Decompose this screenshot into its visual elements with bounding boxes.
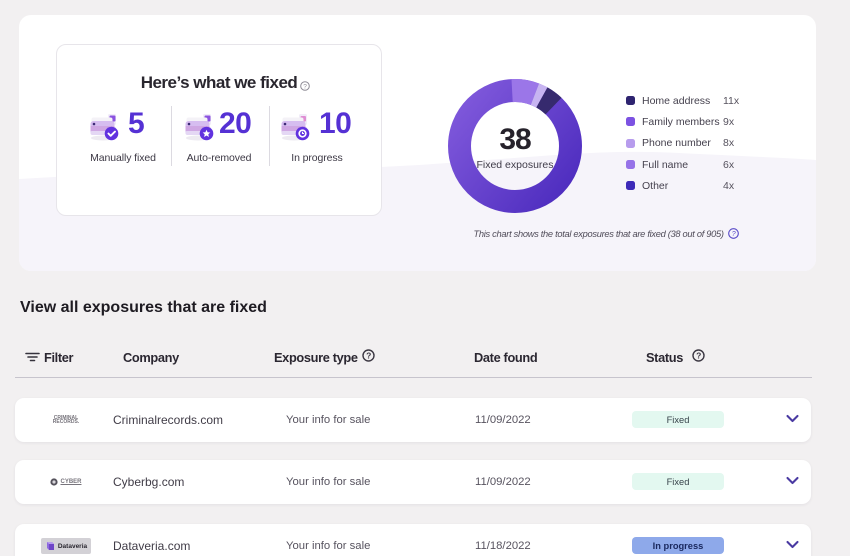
svg-text:?: ?: [366, 351, 371, 361]
svg-text:?: ?: [732, 231, 736, 238]
svg-text:?: ?: [696, 351, 701, 361]
svg-text:?: ?: [303, 83, 307, 90]
